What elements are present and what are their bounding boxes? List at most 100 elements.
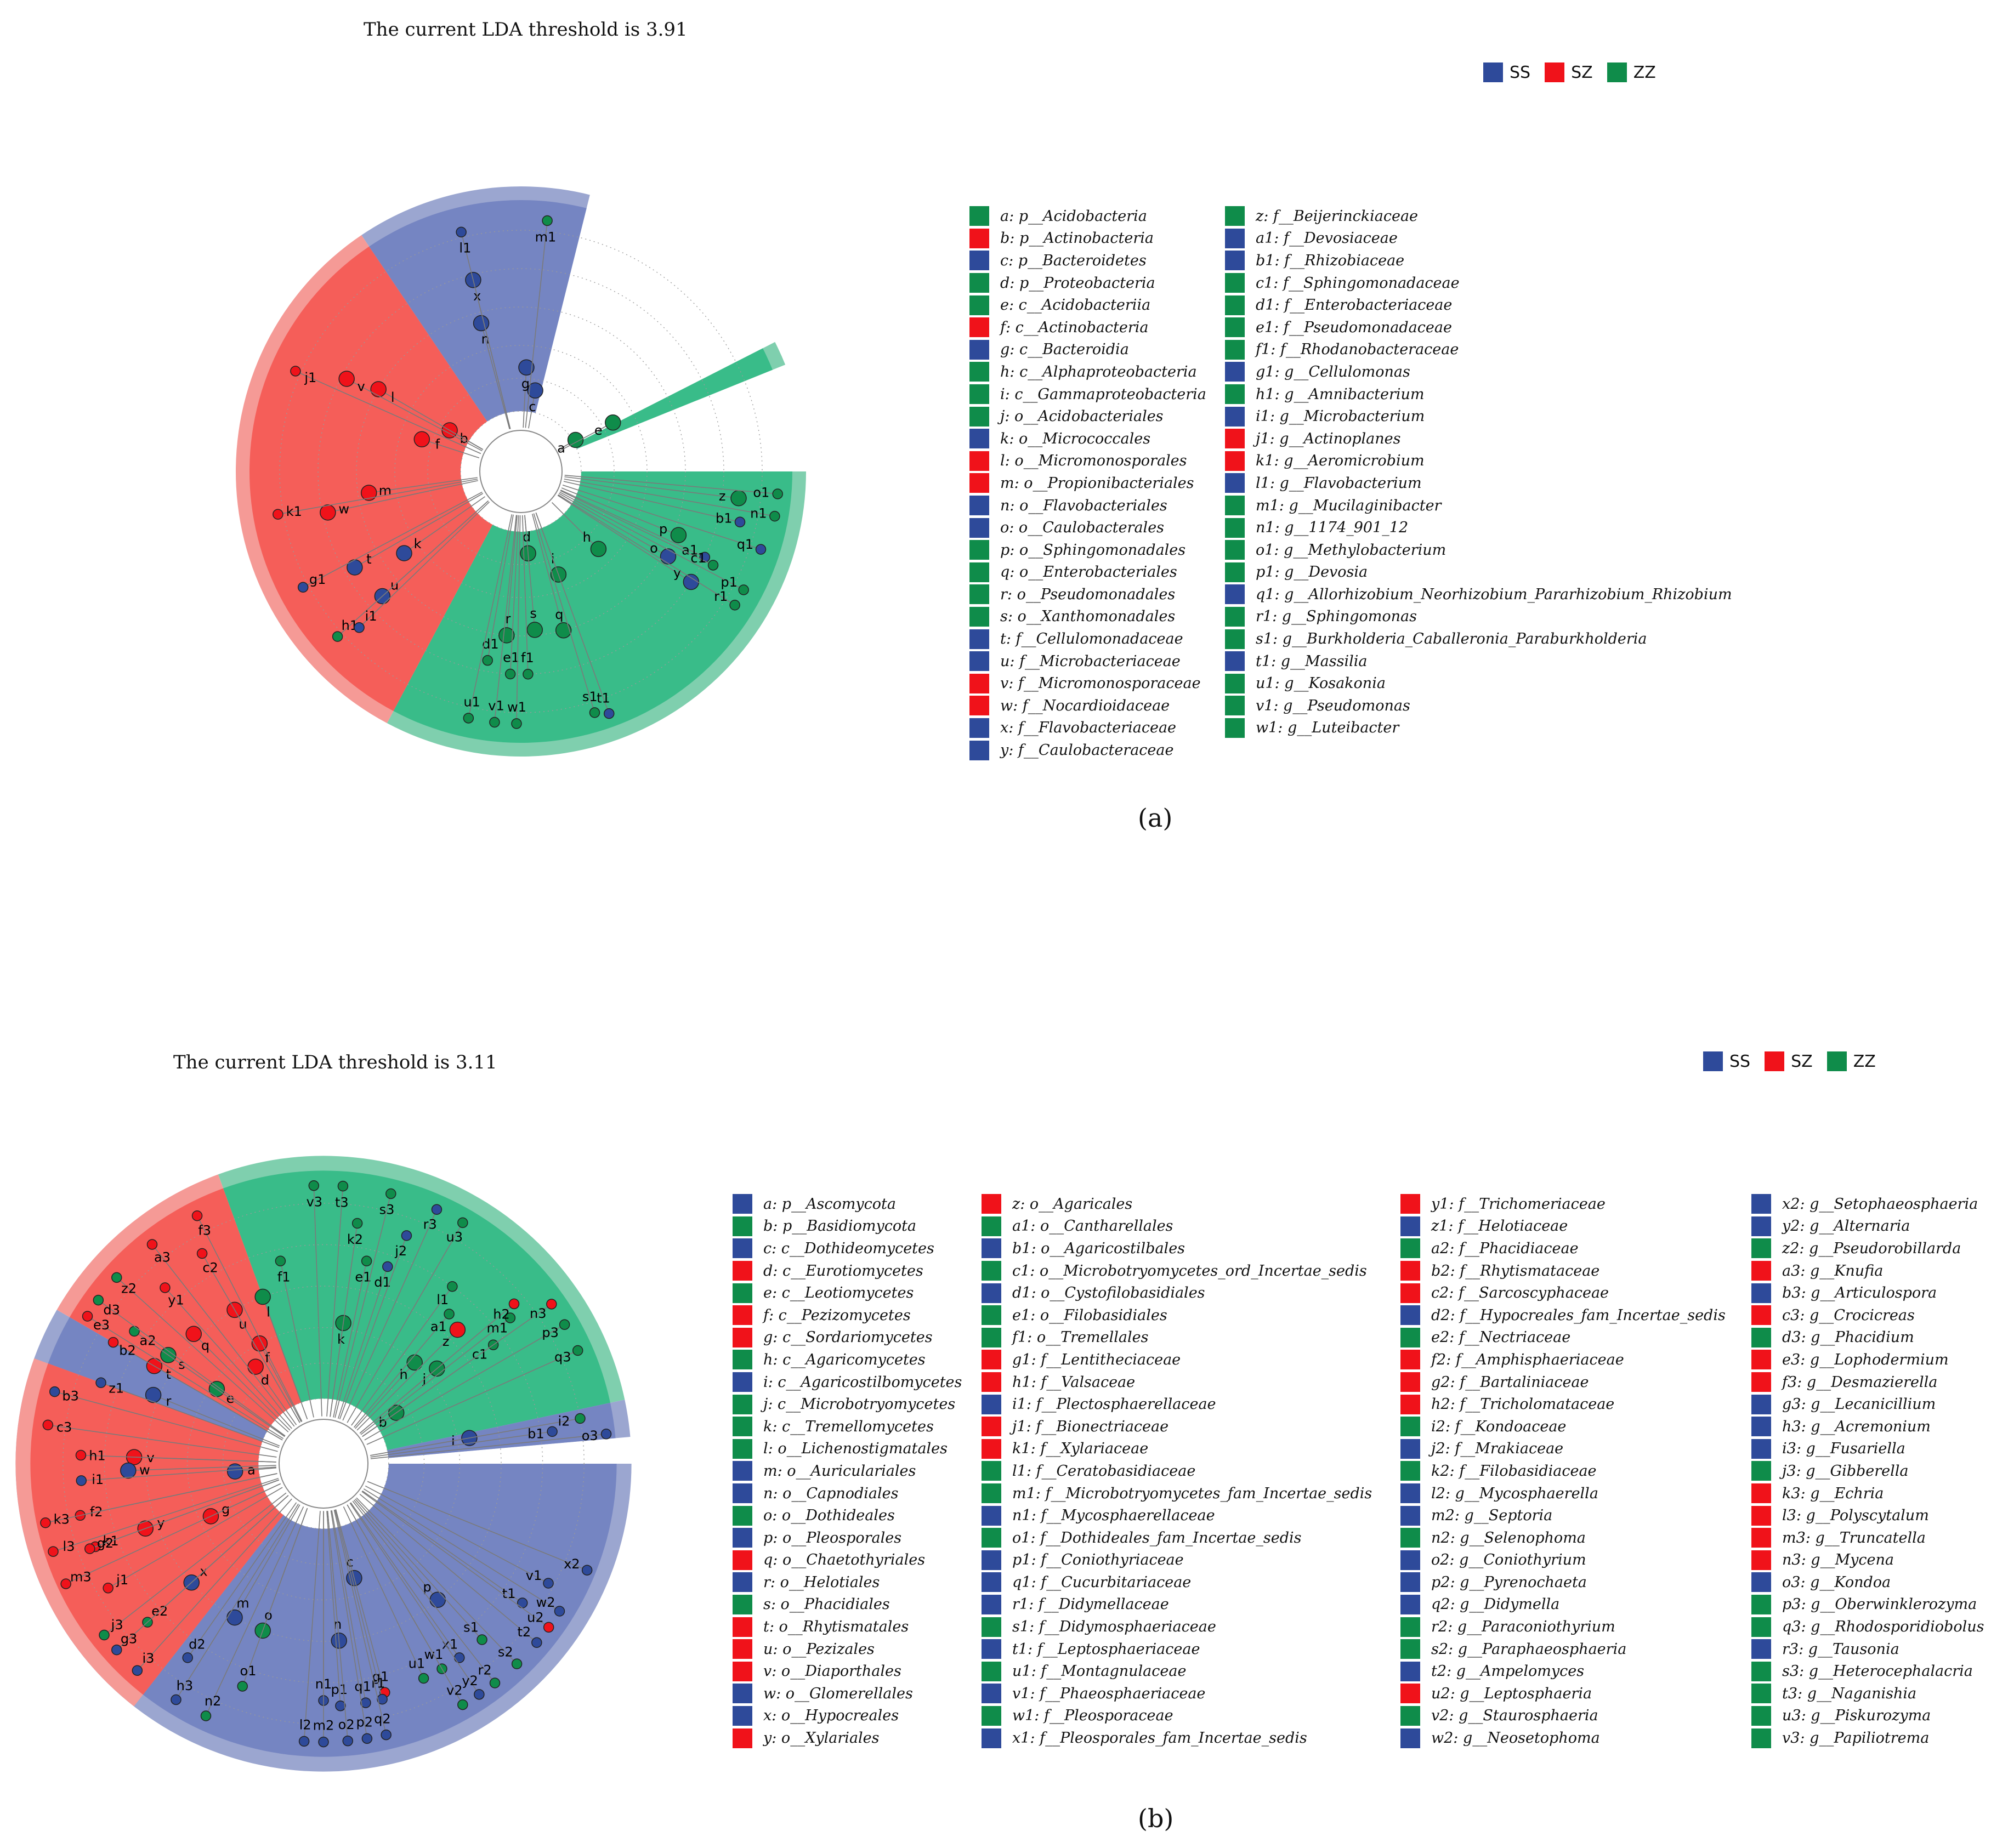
panel-a-key-row: r: o__Pseudomonadales bbox=[969, 583, 1206, 606]
panel-b-branch bbox=[280, 1261, 314, 1418]
panel-a-key-label: y: f__Caulobacteraceae bbox=[1000, 742, 1174, 759]
panel-b-node-y2 bbox=[474, 1689, 485, 1700]
panel-a-key-row: i: c__Gammaproteobacteria bbox=[969, 383, 1206, 406]
panel-b-key-row: i3: g__Fusariella bbox=[1751, 1438, 1984, 1460]
panel-b-node-label-v1: v1 bbox=[526, 1568, 542, 1583]
panel-b-node-u2 bbox=[543, 1622, 554, 1633]
panel-b-key-swatch bbox=[733, 1505, 752, 1526]
panel-a-key-row: b: p__Actinobacteria bbox=[969, 228, 1206, 250]
panel-b-branch bbox=[175, 1503, 299, 1700]
panel-b-node-label-m1: m1 bbox=[486, 1321, 508, 1336]
panel-b-key-label: b3: g__Articulospora bbox=[1782, 1284, 1937, 1302]
panel-b-key-row: j2: f__Mrakiaceae bbox=[1400, 1438, 1726, 1460]
panel-b-key-swatch bbox=[982, 1417, 1001, 1437]
panel-a-key-row: u1: g__Kosakonia bbox=[1225, 672, 1732, 695]
panel-b-node-label-h2: h2 bbox=[493, 1307, 509, 1322]
panel-b-key-swatch bbox=[1400, 1528, 1420, 1548]
panel-b-branch bbox=[352, 1500, 496, 1684]
panel-a-node-r1 bbox=[729, 600, 740, 611]
panel-b-key-row: s1: f__Didymosphaeriaceae bbox=[982, 1616, 1372, 1638]
panel-b-node-label-j2: j2 bbox=[394, 1243, 407, 1259]
panel-a-key-row: g1: g__Cellulomonas bbox=[1225, 361, 1732, 383]
panel-a-node-label-e1: e1 bbox=[503, 650, 519, 666]
panel-b-key-row: i1: f__Plectosphaerellaceae bbox=[982, 1393, 1372, 1415]
panel-a-node-label-s1: s1 bbox=[582, 689, 598, 704]
panel-b-key-row: g: c__Sordariomycetes bbox=[733, 1327, 962, 1349]
panel-a-key-swatch bbox=[1225, 651, 1245, 672]
panel-a-branch bbox=[509, 515, 519, 674]
panel-b-key-swatch bbox=[982, 1661, 1001, 1681]
panel-b-key-row: t3: g__Naganishia bbox=[1751, 1682, 1984, 1705]
panel-a-node-w bbox=[320, 504, 336, 521]
panel-b-node-o3 bbox=[600, 1429, 612, 1440]
panel-a-node-label-i1: i1 bbox=[365, 609, 377, 624]
panel-b-node-label-h1: h1 bbox=[89, 1448, 105, 1464]
panel-b-key-swatch bbox=[1400, 1394, 1420, 1414]
panel-b-branch bbox=[353, 1499, 438, 1600]
panel-a-key-row: p: o__Sphingomonadales bbox=[969, 539, 1206, 561]
panel-b-branch bbox=[201, 1253, 300, 1423]
panel-a-key-label: f1: f__Rhodanobacteraceae bbox=[1256, 341, 1459, 359]
panel-a-branch bbox=[327, 480, 478, 513]
panel-a-key-swatch bbox=[969, 362, 989, 382]
panel-b-key-swatch bbox=[982, 1617, 1001, 1637]
panel-b-key-label: s3: g__Heterocephalacria bbox=[1782, 1663, 1973, 1680]
panel-b-node-label-w: w bbox=[139, 1462, 150, 1477]
panel-a-key-row: q1: g__Allorhizobium_Neorhizobium_Pararh… bbox=[1225, 583, 1732, 606]
panel-a-key-label: b1: f__Rhizobiaceae bbox=[1256, 252, 1405, 269]
panel-b-key-swatch bbox=[733, 1417, 752, 1437]
panel-b-branch bbox=[89, 1479, 280, 1549]
panel-a-node-f1 bbox=[523, 669, 534, 680]
panel-a-node-e bbox=[605, 414, 621, 431]
panel-b-key-label: s: o__Phacidiales bbox=[763, 1596, 890, 1613]
panel-b-key-label: v2: g__Staurosphaeria bbox=[1431, 1707, 1598, 1725]
panel-b-node-label-q: q bbox=[201, 1338, 209, 1353]
panel-b-branch bbox=[196, 1215, 303, 1422]
legend-zz-label: ZZ bbox=[1633, 62, 1656, 82]
panel-b-node-k3 bbox=[40, 1517, 51, 1528]
panel-b-key-label: t2: g__Ampelomyces bbox=[1431, 1663, 1585, 1680]
panel-b-node-d2 bbox=[182, 1652, 193, 1663]
panel-b-key-label: z: o__Agaricales bbox=[1012, 1195, 1133, 1213]
panel-a-key-swatch bbox=[1225, 228, 1245, 248]
panel-a-key-row: f: c__Actinobacteria bbox=[969, 316, 1206, 339]
panel-b-key-swatch bbox=[1751, 1327, 1771, 1347]
panel-b-branch bbox=[45, 1473, 277, 1523]
panel-a-node-t bbox=[347, 559, 363, 576]
panel-a-key-swatch bbox=[969, 429, 989, 449]
panel-b-key-row: t1: f__Leptosphaeriaceae bbox=[982, 1638, 1372, 1661]
panel-a-key-row: w: f__Nocardioidaceae bbox=[969, 695, 1206, 717]
panel-b-key-row: x1: f__Pleosporales_fam_Incertae_sedis bbox=[982, 1727, 1372, 1749]
panel-b-node-label-o2: o2 bbox=[338, 1717, 355, 1732]
panel-b-key-swatch bbox=[1400, 1327, 1420, 1347]
panel-b-branch bbox=[366, 1350, 578, 1445]
panel-b-node-w2 bbox=[554, 1606, 565, 1617]
panel-a-key-row: v1: g__Pseudomonas bbox=[1225, 695, 1732, 717]
panel-a-branch bbox=[506, 515, 518, 635]
panel-b-branch bbox=[360, 1317, 510, 1435]
panel-a-key-label: c: p__Bacteroidetes bbox=[1000, 252, 1147, 269]
panel-b-clade-sector-d bbox=[70, 1188, 302, 1431]
panel-b-key-row: f1: o__Tremellales bbox=[982, 1327, 1372, 1349]
panel-b-branch bbox=[364, 1324, 565, 1441]
panel-b-node-j1 bbox=[103, 1583, 114, 1594]
panel-a-branch bbox=[295, 371, 481, 454]
panel-b-key-swatch bbox=[1400, 1639, 1420, 1659]
panel-a-node-b1 bbox=[734, 516, 746, 527]
panel-b-key-swatch bbox=[733, 1550, 752, 1570]
panel-b-node-label-i1: i1 bbox=[92, 1472, 104, 1487]
panel-a-branch bbox=[561, 487, 679, 536]
panel-b-tree-level-ring bbox=[258, 1398, 389, 1529]
panel-b-key-swatch bbox=[733, 1705, 752, 1726]
panel-b-branch bbox=[333, 1510, 387, 1735]
panel-b-key-label: b: p__Basidiomycota bbox=[763, 1218, 917, 1235]
panel-b-node-label-k3: k3 bbox=[54, 1512, 70, 1527]
panel-b-key-row: y2: g__Alternaria bbox=[1751, 1215, 1984, 1238]
panel-a-key-label: p1: g__Devosia bbox=[1256, 564, 1368, 581]
panel-b-key-swatch bbox=[982, 1684, 1001, 1704]
panel-a-cladogram: abcdefghiklmnopqrstuvwxyza1b1c1d1e1f1g1h… bbox=[235, 186, 806, 757]
panel-a-branch bbox=[494, 515, 517, 723]
panel-a-branch bbox=[354, 493, 484, 568]
panel-b-cladogram: abcdefghijklmnopqrstuvwxyza1b1c1d1e1f1g1… bbox=[15, 1156, 632, 1772]
panel-a-key-column-1: a: p__Acidobacteria b: p__Actinobacteria c… bbox=[969, 205, 1206, 761]
